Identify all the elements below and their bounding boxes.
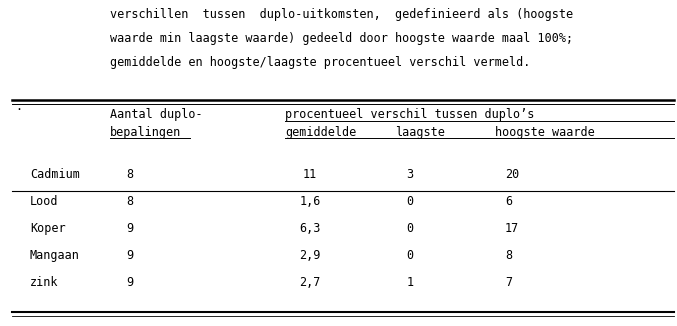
Text: Mangaan: Mangaan <box>30 249 80 262</box>
Text: Koper: Koper <box>30 222 66 235</box>
Text: 0: 0 <box>406 195 414 208</box>
Text: 1: 1 <box>406 276 414 289</box>
Text: waarde min laagste waarde) gedeeld door hoogste waarde maal 100%;: waarde min laagste waarde) gedeeld door … <box>110 32 573 45</box>
Text: 2,9: 2,9 <box>299 249 321 262</box>
Text: 1,6: 1,6 <box>299 195 321 208</box>
Text: 17: 17 <box>505 222 519 235</box>
Text: 8: 8 <box>127 195 133 208</box>
Text: 9: 9 <box>127 276 133 289</box>
Text: 9: 9 <box>127 249 133 262</box>
Text: 0: 0 <box>406 222 414 235</box>
Text: Lood: Lood <box>30 195 58 208</box>
Text: 6: 6 <box>505 195 512 208</box>
Text: 8: 8 <box>505 249 512 262</box>
Text: .: . <box>15 100 22 113</box>
Text: zink: zink <box>30 276 58 289</box>
Text: gemiddelde: gemiddelde <box>285 126 356 139</box>
Text: 2,7: 2,7 <box>299 276 321 289</box>
Text: 11: 11 <box>303 168 317 181</box>
Text: 3: 3 <box>406 168 414 181</box>
Text: Aantal duplo-: Aantal duplo- <box>110 108 202 121</box>
Text: 9: 9 <box>127 222 133 235</box>
Text: bepalingen: bepalingen <box>110 126 181 139</box>
Text: procentueel verschil tussen duplo’s: procentueel verschil tussen duplo’s <box>285 108 534 121</box>
Text: Cadmium: Cadmium <box>30 168 80 181</box>
Text: laagste: laagste <box>395 126 445 139</box>
Text: 8: 8 <box>127 168 133 181</box>
Text: gemiddelde en hoogste/laagste procentueel verschil vermeld.: gemiddelde en hoogste/laagste procentuee… <box>110 56 530 69</box>
Text: 7: 7 <box>505 276 512 289</box>
Text: 20: 20 <box>505 168 519 181</box>
Text: 0: 0 <box>406 249 414 262</box>
Text: hoogste waarde: hoogste waarde <box>495 126 595 139</box>
Text: 6,3: 6,3 <box>299 222 321 235</box>
Text: verschillen  tussen  duplo-uitkomsten,  gedefinieerd als (hoogste: verschillen tussen duplo-uitkomsten, ged… <box>110 8 573 21</box>
